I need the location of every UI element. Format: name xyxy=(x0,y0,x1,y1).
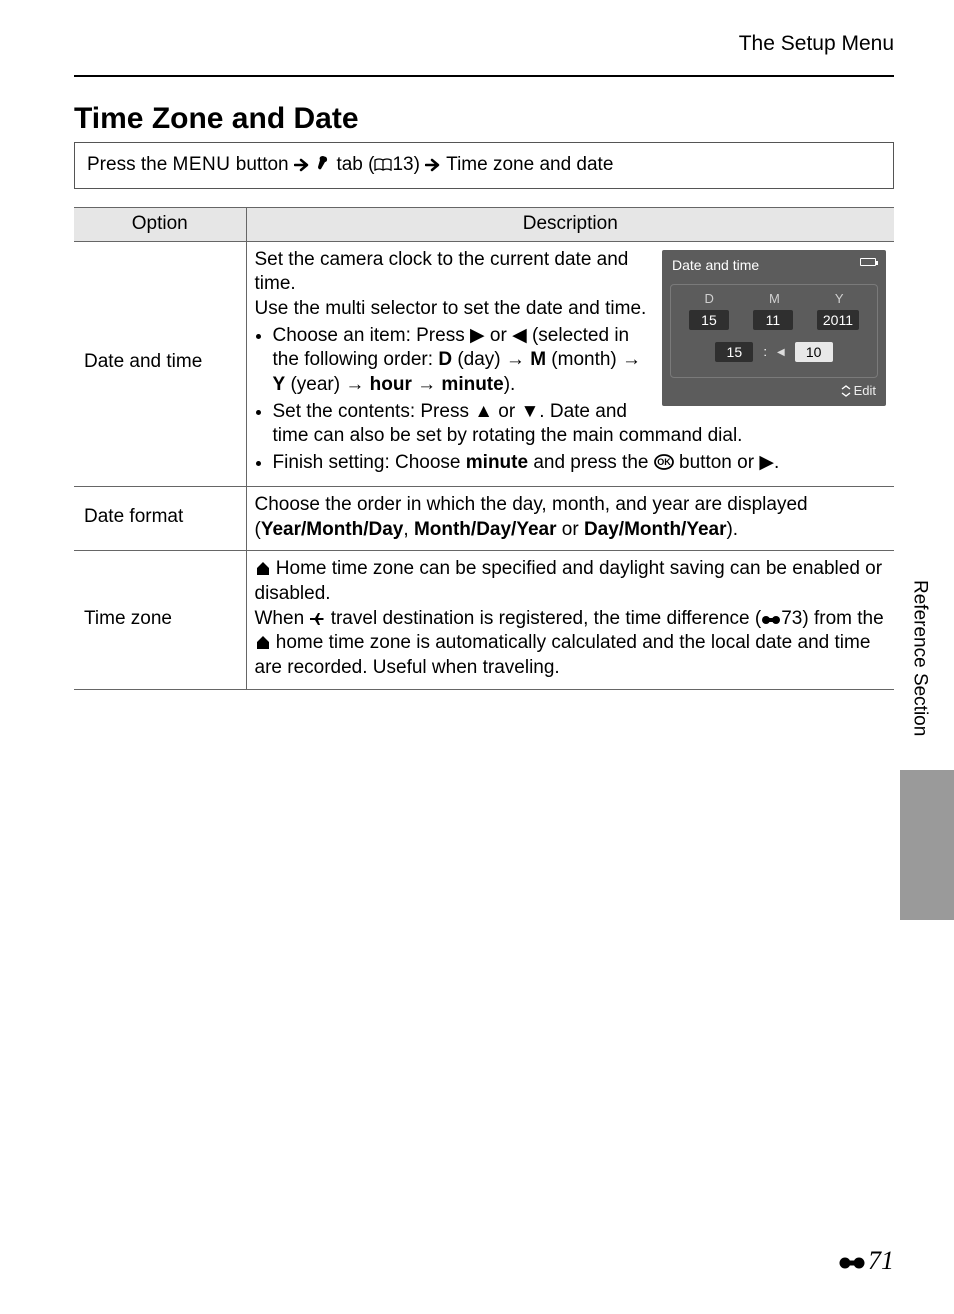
table-row: Time zone Home time zone can be specifie… xyxy=(74,551,894,689)
side-tab-shade xyxy=(900,770,954,920)
col-header-description: Description xyxy=(246,207,894,241)
txt: ) from the xyxy=(802,608,883,629)
txt: button or xyxy=(674,452,760,473)
lcd-label-d: D xyxy=(705,291,714,308)
lcd-day: 15 xyxy=(689,310,729,330)
txt: . xyxy=(774,452,779,473)
bold: Year/Month/Day xyxy=(261,519,404,540)
txt: home time zone is automatically calculat… xyxy=(255,632,871,678)
lcd-title: Date and time xyxy=(662,250,886,278)
table-row: Date format Choose the order in which th… xyxy=(74,486,894,550)
breadcrumb-final: Time zone and date xyxy=(446,154,613,175)
txt: Home time zone can be specified and dayl… xyxy=(255,558,883,604)
page-ref: 73 xyxy=(781,608,802,629)
wrench-icon xyxy=(315,153,331,178)
triangle-down-icon: ▼ xyxy=(520,400,539,425)
txt: or xyxy=(493,401,520,422)
lcd-year: 2011 xyxy=(817,310,859,330)
lcd-edit-label: Edit xyxy=(840,383,876,400)
option-cell: Date and time xyxy=(74,241,246,486)
lcd-hour: 15 xyxy=(715,342,753,362)
breadcrumb-text: Press the xyxy=(87,154,173,175)
ok-button-icon: OK xyxy=(654,451,674,476)
lcd-month: 11 xyxy=(753,310,793,330)
page-number: 71 xyxy=(868,1246,894,1275)
txt: Choose the order in which the day, month… xyxy=(255,494,808,515)
home-icon xyxy=(255,631,271,656)
bold: Month/Day/Year xyxy=(414,519,557,540)
option-cell: Date format xyxy=(74,486,246,550)
triangle-up-icon: ▲ xyxy=(474,400,493,425)
options-table: Option Description Date and time Date an… xyxy=(74,207,894,690)
txt: When xyxy=(255,608,310,629)
txt: Finish setting: Choose xyxy=(273,452,466,473)
section-title: Time Zone and Date xyxy=(74,99,894,138)
option-cell: Time zone xyxy=(74,551,246,689)
book-icon xyxy=(374,153,392,178)
triangle-right-icon: ▶ xyxy=(759,451,774,476)
lcd-label-m: M xyxy=(769,291,780,308)
header-label: The Setup Menu xyxy=(74,30,894,57)
link-ref-icon xyxy=(838,1246,866,1275)
lcd-edit-text: Edit xyxy=(854,383,876,398)
battery-icon xyxy=(860,258,876,266)
caret-left-icon: ◀ xyxy=(777,346,785,359)
txt: or xyxy=(556,519,583,540)
col-header-option: Option xyxy=(74,207,246,241)
link-ref-icon xyxy=(761,607,781,632)
bold: hour xyxy=(370,374,412,395)
lcd-minute: 10 xyxy=(795,342,833,362)
menu-word: MENU xyxy=(173,154,231,175)
airplane-icon xyxy=(309,607,325,632)
table-row: Date and time Date and time D M Y xyxy=(74,241,894,486)
home-icon xyxy=(255,557,271,582)
page-ref: 13 xyxy=(392,154,413,175)
lcd-label-y: Y xyxy=(835,291,844,308)
header-rule xyxy=(74,75,894,77)
triangle-right-icon: ▶ xyxy=(470,324,485,349)
bold: Day/Month/Year xyxy=(584,519,727,540)
breadcrumb-text: button xyxy=(231,154,294,175)
txt: , xyxy=(403,519,414,540)
svg-text:OK: OK xyxy=(657,457,671,467)
triangle-left-icon: ◀ xyxy=(512,324,527,349)
lcd-colon: : xyxy=(763,344,767,361)
bold: minute xyxy=(441,374,503,395)
bold: minute xyxy=(466,452,528,473)
list-item: Set the contents: Press ▲ or ▼. Date and… xyxy=(273,400,887,449)
txt: (day) → xyxy=(452,349,530,370)
bold: Y xyxy=(273,374,286,395)
description-cell: Date and time D M Y 15 11 xyxy=(246,241,894,486)
breadcrumb: Press the MENU button tab ( 13) Time zone… xyxy=(74,142,894,189)
side-tab: Reference Section xyxy=(900,580,954,920)
page-footer: 71 xyxy=(838,1244,894,1278)
txt: → xyxy=(412,374,442,395)
breadcrumb-text: tab ( xyxy=(336,154,374,175)
bold: M xyxy=(530,349,546,370)
txt: travel destination is registered, the ti… xyxy=(325,608,761,629)
arrow-right-bold-icon xyxy=(425,153,441,178)
txt: and press the xyxy=(528,452,654,473)
bold: D xyxy=(438,349,452,370)
txt: Choose an item: Press xyxy=(273,325,470,346)
breadcrumb-text: ) xyxy=(414,154,426,175)
txt: ). xyxy=(504,374,516,395)
page: The Setup Menu Time Zone and Date Press … xyxy=(0,0,954,1314)
txt: or xyxy=(485,325,512,346)
camera-lcd-preview: Date and time D M Y 15 11 xyxy=(662,250,886,406)
lcd-inner: D M Y 15 11 2011 15 xyxy=(670,284,878,378)
list-item: Finish setting: Choose minute and press … xyxy=(273,451,887,476)
description-cell: Choose the order in which the day, month… xyxy=(246,486,894,550)
txt: Set the contents: Press xyxy=(273,401,475,422)
side-tab-label: Reference Section xyxy=(900,580,954,770)
description-cell: Home time zone can be specified and dayl… xyxy=(246,551,894,689)
txt: ). xyxy=(726,519,738,540)
txt: (month) → xyxy=(546,349,641,370)
arrow-right-bold-icon xyxy=(294,153,310,178)
txt: (year) → xyxy=(285,374,369,395)
updown-icon xyxy=(840,383,852,400)
